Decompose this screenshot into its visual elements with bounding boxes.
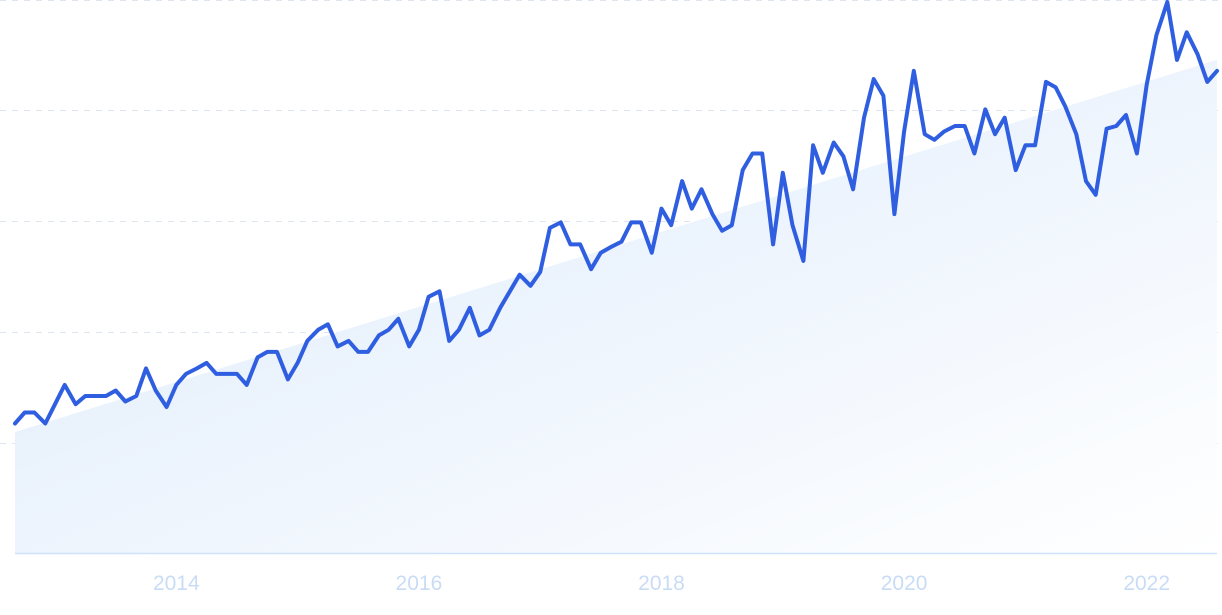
x-tick-label: 2022 <box>1123 572 1170 595</box>
x-tick-label: 2020 <box>881 572 928 595</box>
x-tick-label: 2018 <box>638 572 685 595</box>
trend-area-fill <box>15 59 1217 554</box>
trend-area <box>15 59 1217 554</box>
series-line <box>13 0 1219 426</box>
series-line-group <box>13 0 1219 426</box>
x-tick-label: 2016 <box>396 572 443 595</box>
x-axis-tick-labels: 2014 2016 2018 2020 2022 <box>153 572 1170 595</box>
x-tick-label: 2014 <box>153 572 200 595</box>
